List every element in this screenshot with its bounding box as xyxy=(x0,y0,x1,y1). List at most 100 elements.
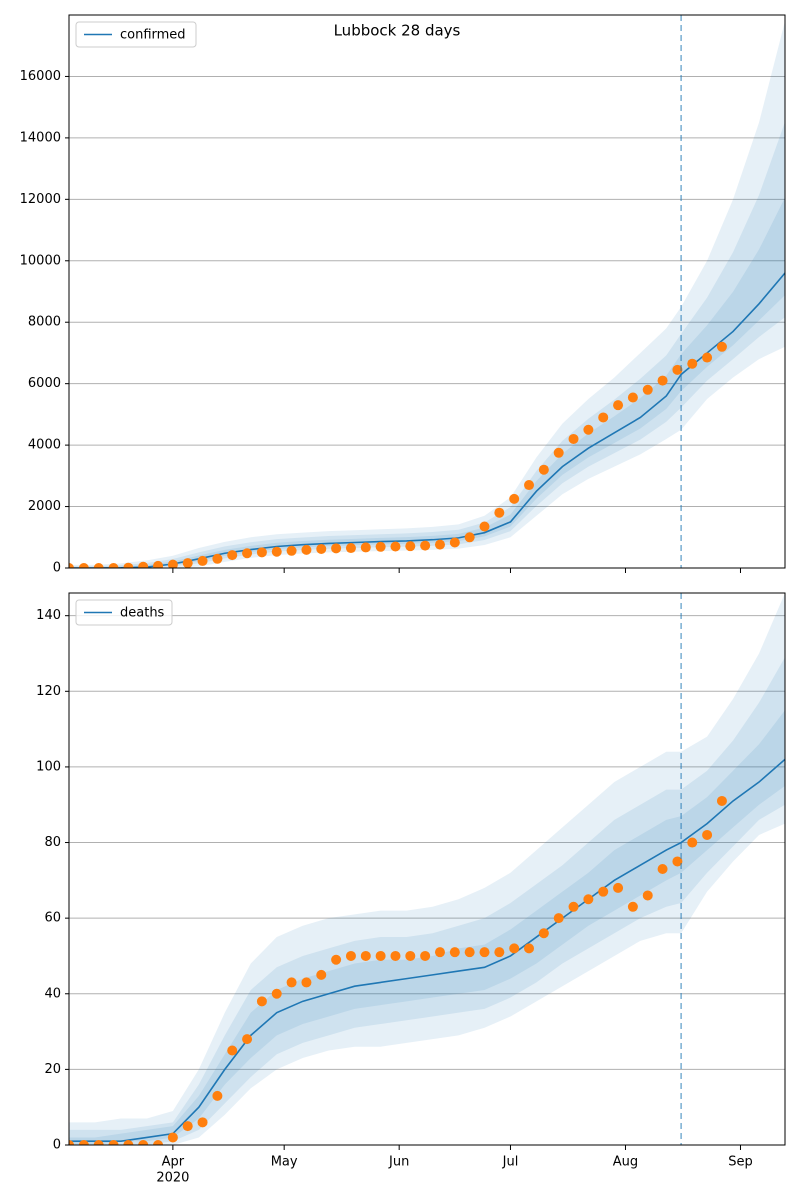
observed-point xyxy=(123,562,134,568)
observed-point xyxy=(153,560,164,568)
observed-point xyxy=(242,1034,253,1045)
observed-point xyxy=(613,882,624,893)
x-tick-sublabel: 2020 xyxy=(156,1171,189,1186)
observed-point xyxy=(316,969,327,980)
y-tick-label: 4000 xyxy=(28,438,61,453)
observed-point xyxy=(78,563,89,568)
observed-point xyxy=(256,547,267,558)
y-tick-label: 60 xyxy=(44,911,61,926)
observed-point xyxy=(182,1121,193,1132)
observed-point xyxy=(420,950,431,961)
observed-point xyxy=(642,890,653,901)
x-tick-label: Jun xyxy=(388,1155,409,1170)
observed-point xyxy=(123,1140,134,1145)
observed-point xyxy=(464,532,475,543)
observed-point xyxy=(138,1140,149,1145)
observed-point xyxy=(405,950,416,961)
y-tick-label: 2000 xyxy=(28,499,61,514)
observed-point xyxy=(702,829,713,840)
observed-point xyxy=(657,375,668,386)
y-tick-label: 140 xyxy=(36,608,61,623)
observed-point xyxy=(93,1140,104,1145)
plot-area xyxy=(69,21,785,568)
y-tick-label: 80 xyxy=(44,835,61,850)
observed-point xyxy=(375,541,386,552)
model-line xyxy=(69,758,785,1143)
observed-point xyxy=(360,950,371,961)
observed-point xyxy=(138,561,149,568)
x-tick-label: Apr xyxy=(162,1155,185,1170)
observed-point xyxy=(420,540,431,551)
observed-point xyxy=(271,546,282,557)
uncertainty-band xyxy=(69,21,785,568)
y-tick-label: 0 xyxy=(53,1138,61,1153)
legend-label: confirmed xyxy=(120,28,186,43)
observed-point xyxy=(434,539,445,550)
observed-point xyxy=(242,548,253,559)
observed-point xyxy=(479,947,490,958)
observed-point xyxy=(390,950,401,961)
axes-frame xyxy=(68,14,786,569)
observed-point xyxy=(360,542,371,553)
observed-point xyxy=(702,352,713,363)
observed-point xyxy=(69,1140,74,1145)
y-tick-label: 8000 xyxy=(28,315,61,330)
axes-frame xyxy=(68,592,786,1146)
observed-point xyxy=(108,563,119,568)
observed-point xyxy=(716,341,727,352)
observed-point xyxy=(568,433,579,444)
observed-point xyxy=(167,559,178,568)
observed-point xyxy=(687,358,698,369)
observed-point xyxy=(78,1140,89,1145)
y-tick-label: 14000 xyxy=(20,130,61,145)
observed-point xyxy=(672,364,683,375)
x-tick-label: Jul xyxy=(502,1155,519,1170)
observed-point xyxy=(256,996,267,1007)
observed-point xyxy=(642,384,653,395)
observed-point xyxy=(345,950,356,961)
y-tick-label: 12000 xyxy=(20,192,61,207)
legend-box xyxy=(75,21,197,48)
observed-point xyxy=(301,977,312,988)
observed-point xyxy=(613,400,624,411)
observed-point xyxy=(227,1045,238,1056)
x-tick-label: Aug xyxy=(613,1155,638,1170)
observed-point xyxy=(93,563,104,568)
chart-title: Lubbock 28 days xyxy=(334,22,461,40)
y-tick-label: 6000 xyxy=(28,376,61,391)
uncertainty-band xyxy=(69,121,785,568)
observed-point xyxy=(479,521,490,532)
observed-point xyxy=(69,563,74,568)
uncertainty-band xyxy=(69,657,785,1145)
observed-point xyxy=(598,412,609,423)
observed-point xyxy=(494,507,505,518)
observed-point xyxy=(627,392,638,403)
observed-point xyxy=(568,901,579,912)
legend-label: deaths xyxy=(120,606,165,621)
observed-point xyxy=(153,1140,164,1145)
y-tick-label: 10000 xyxy=(20,253,61,268)
observed-point xyxy=(538,464,549,475)
observed-point xyxy=(627,901,638,912)
x-tick-label: Sep xyxy=(728,1155,753,1170)
observed-point xyxy=(464,947,475,958)
uncertainty-band xyxy=(69,197,785,568)
observed-point xyxy=(672,856,683,867)
observed-point xyxy=(553,447,564,458)
y-tick-label: 16000 xyxy=(20,69,61,84)
observed-point xyxy=(509,493,520,504)
observed-point xyxy=(524,480,535,491)
observed-point xyxy=(167,1132,178,1143)
observed-point xyxy=(716,795,727,806)
observed-point xyxy=(509,943,520,954)
observed-point xyxy=(538,928,549,939)
observed-point xyxy=(286,545,297,556)
observed-point xyxy=(227,550,238,561)
observed-point xyxy=(212,1090,223,1101)
observed-point xyxy=(494,947,505,958)
observed-point xyxy=(212,553,223,564)
legend-box xyxy=(75,599,173,626)
observed-point xyxy=(449,947,460,958)
observed-point xyxy=(598,886,609,897)
observed-point xyxy=(286,977,297,988)
